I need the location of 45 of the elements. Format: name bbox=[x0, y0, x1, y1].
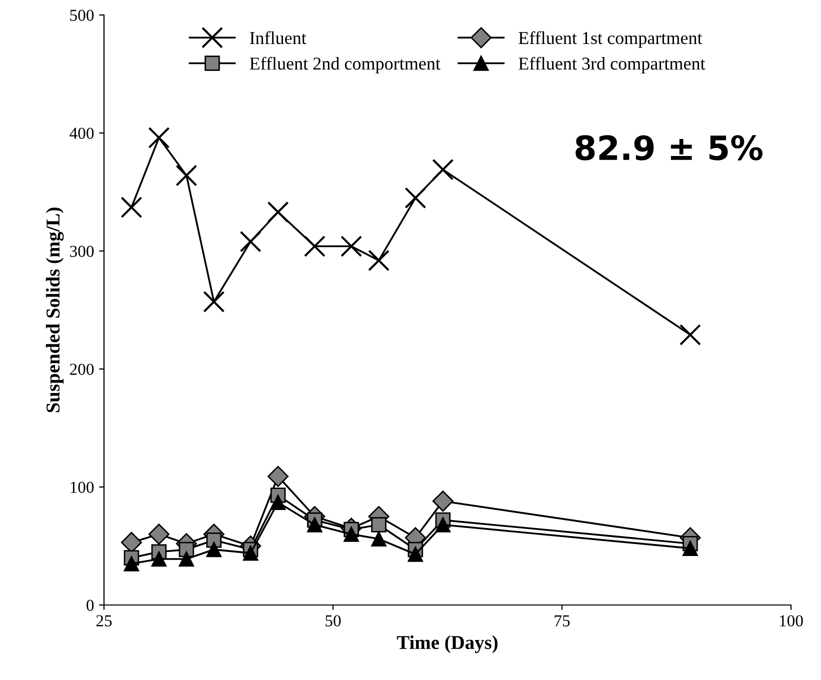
legend-label: Effluent 1st compartment bbox=[518, 31, 702, 48]
point bbox=[371, 517, 386, 532]
point bbox=[435, 517, 451, 532]
point bbox=[176, 164, 198, 186]
point bbox=[682, 540, 698, 556]
y-tick-label: 300 bbox=[70, 246, 94, 257]
point bbox=[206, 542, 222, 558]
point bbox=[242, 545, 258, 561]
point bbox=[432, 158, 454, 180]
point bbox=[178, 551, 194, 567]
point bbox=[404, 187, 426, 209]
x-axis-title: Time (Days) bbox=[396, 635, 498, 654]
y-tick-label: 100 bbox=[70, 482, 94, 493]
point bbox=[148, 524, 170, 545]
point bbox=[432, 490, 454, 512]
point bbox=[304, 236, 326, 258]
point bbox=[120, 196, 142, 218]
point bbox=[371, 531, 386, 547]
point bbox=[124, 556, 140, 572]
y-tick-label: 500 bbox=[70, 10, 94, 21]
y-tick-label: 0 bbox=[86, 600, 94, 611]
point bbox=[148, 126, 170, 148]
legend-label: Effluent 2nd comportment bbox=[250, 56, 440, 74]
point bbox=[267, 201, 289, 223]
point bbox=[368, 250, 390, 272]
y-axis-title: Suspended Solids (mg/L) bbox=[46, 208, 64, 412]
point bbox=[240, 230, 262, 252]
point bbox=[307, 517, 322, 532]
point bbox=[344, 526, 359, 542]
legend-label: Influent bbox=[250, 31, 306, 44]
x-tick-label: 25 bbox=[96, 615, 112, 626]
point bbox=[203, 290, 225, 313]
x-tick-label: 50 bbox=[326, 615, 341, 626]
point bbox=[270, 494, 286, 510]
y-tick-label: 400 bbox=[70, 128, 94, 139]
point bbox=[151, 551, 167, 567]
annotation: 82.9 ± 5% bbox=[576, 135, 762, 160]
point bbox=[679, 324, 702, 346]
point bbox=[268, 466, 289, 487]
legend-label: Effluent 3rd compartment bbox=[518, 56, 706, 74]
x-tick-label: 100 bbox=[780, 615, 803, 626]
y-tick-label: 200 bbox=[70, 364, 94, 375]
x-tick-label: 75 bbox=[554, 615, 570, 626]
point bbox=[408, 546, 424, 562]
point bbox=[340, 236, 362, 258]
